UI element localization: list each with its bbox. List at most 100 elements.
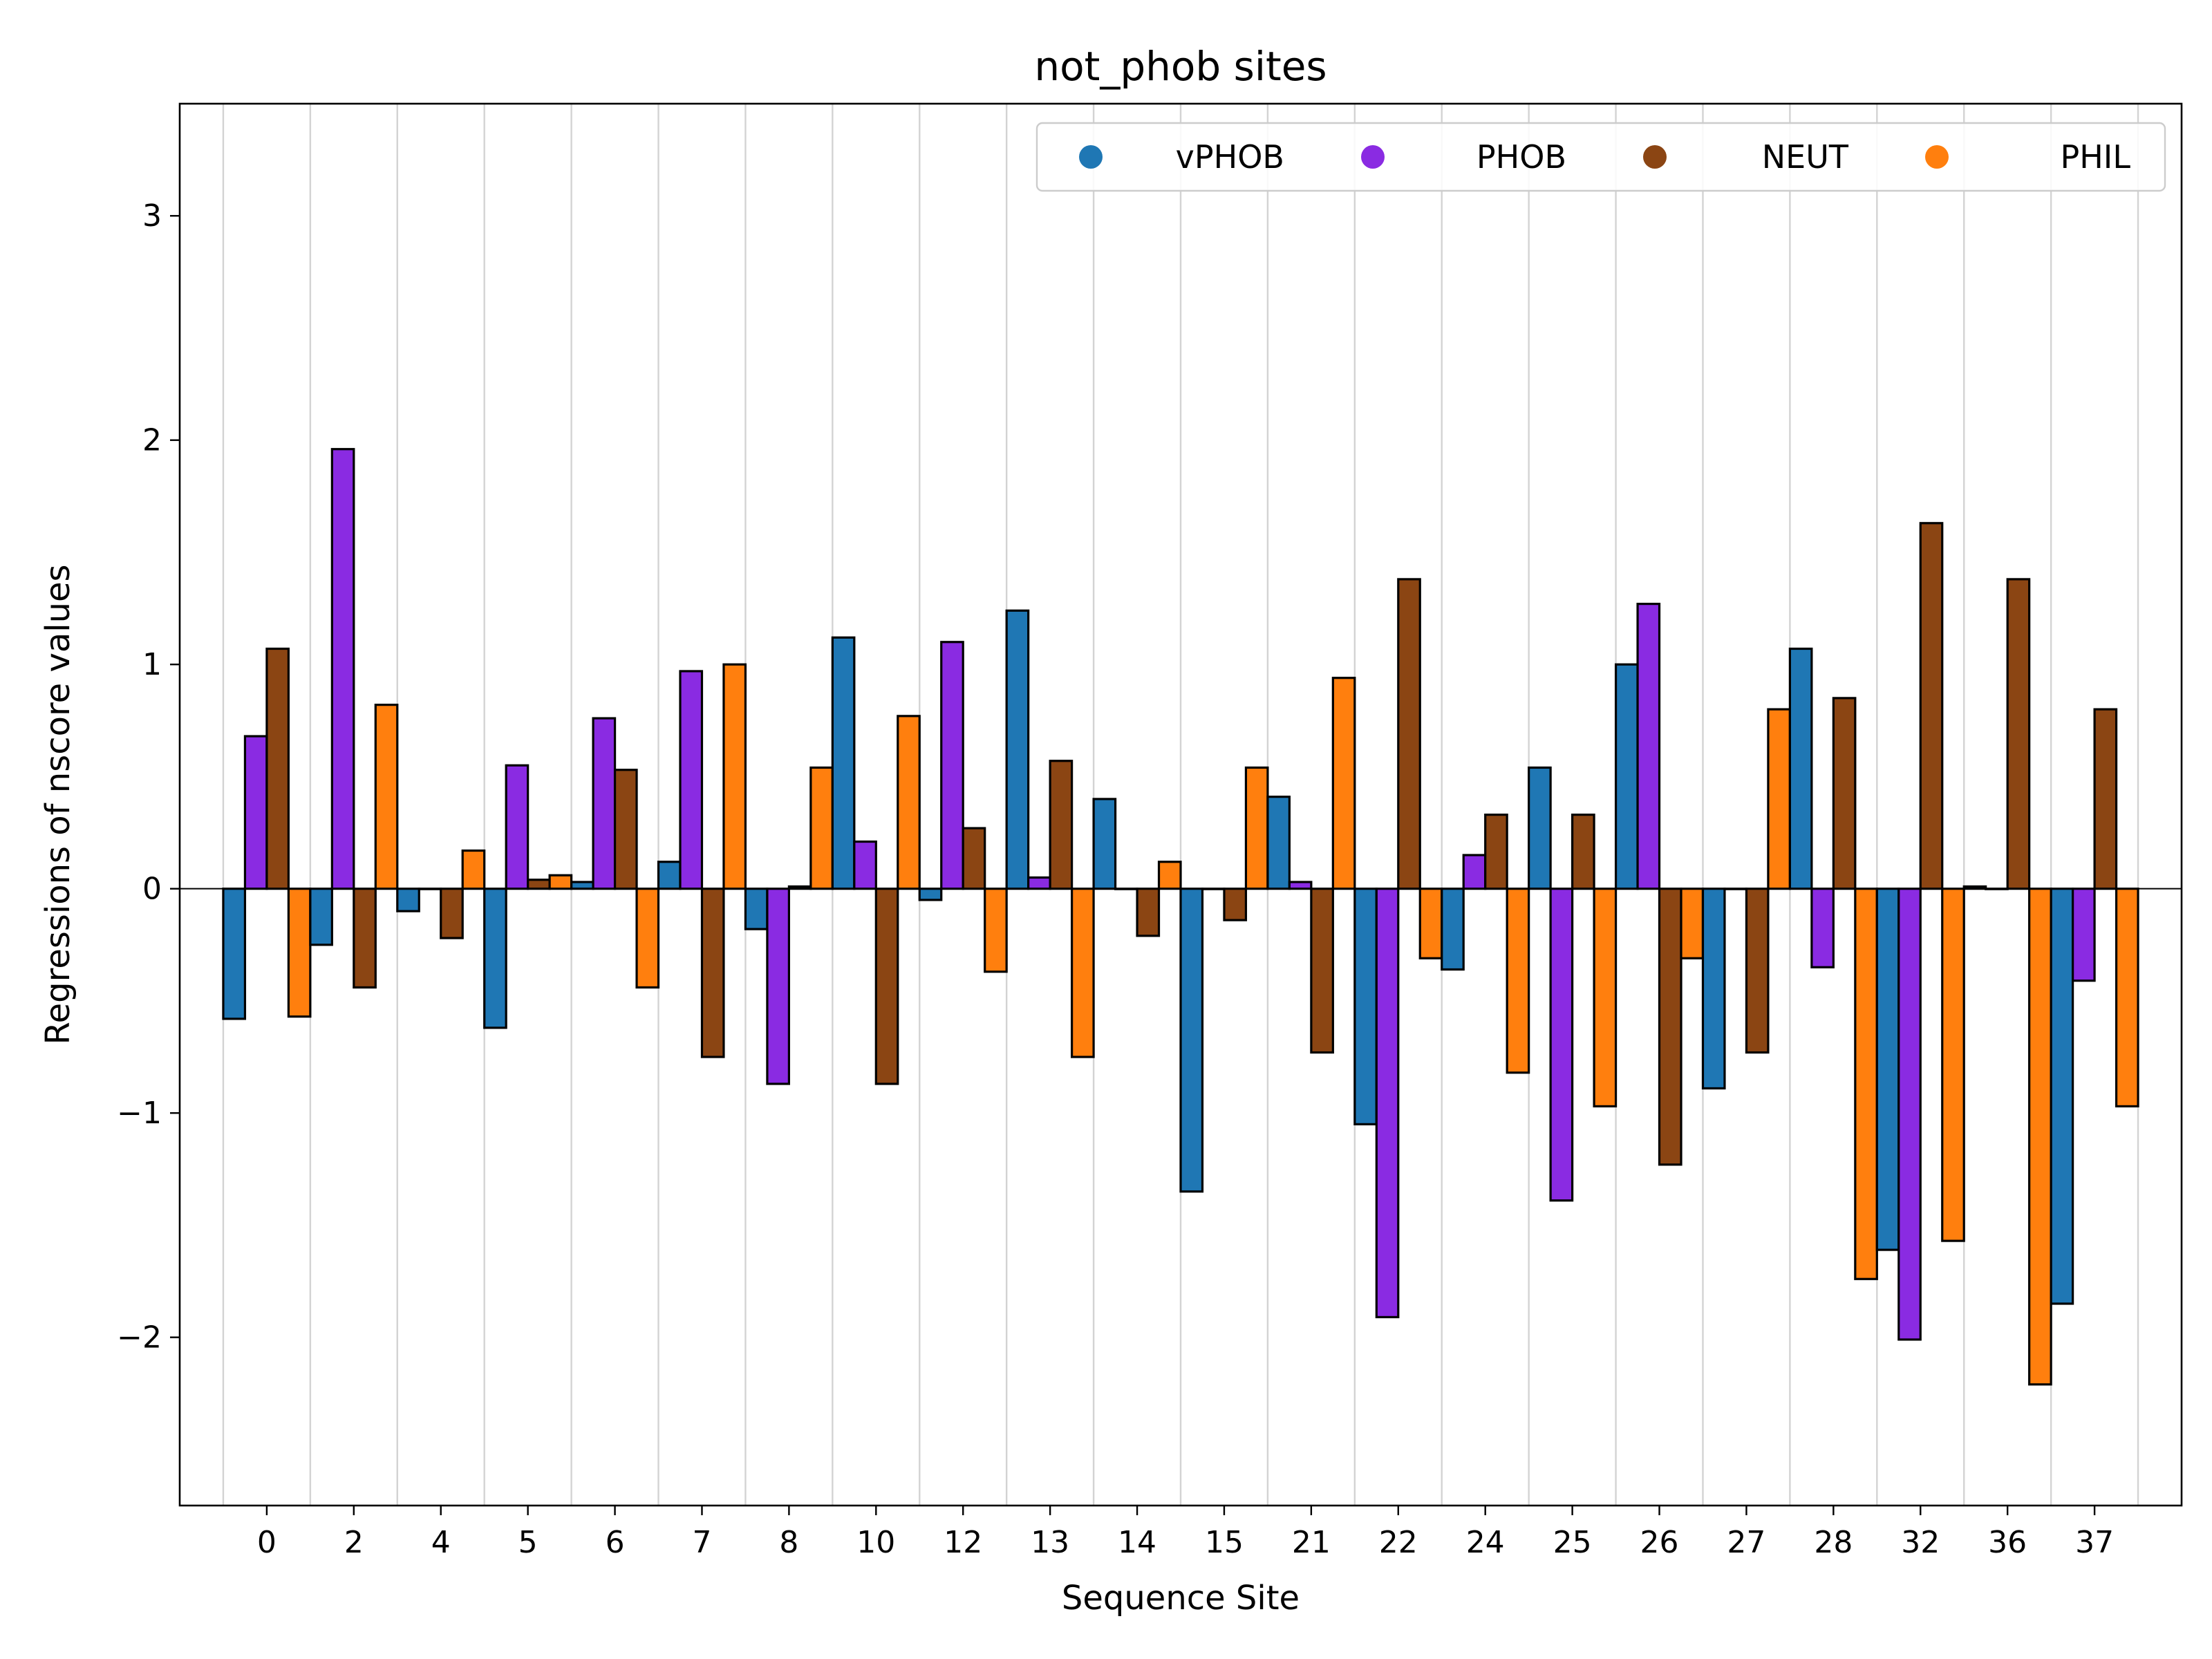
bar-phob-site-0 [243, 735, 268, 890]
bar-neut-site-4 [440, 888, 464, 939]
bar-phob-site-25 [1549, 888, 1574, 1202]
plot-frame [178, 102, 2183, 1507]
x-tick-label: 4 [431, 1525, 451, 1560]
x-tick-label: 14 [1118, 1525, 1156, 1560]
legend-label-vphob: vPHOB [1176, 138, 1284, 176]
x-tick-label: 2 [344, 1525, 364, 1560]
bar-phil-site-26 [1680, 888, 1705, 959]
bar-neut-site-24 [1484, 814, 1508, 890]
bar-vphob-site-4 [396, 888, 420, 912]
bar-phil-site-37 [2115, 888, 2139, 1108]
x-tick-label: 6 [606, 1525, 625, 1560]
bar-neut-site-7 [700, 888, 725, 1058]
bar-vphob-site-15 [1179, 888, 1204, 1193]
bars [222, 448, 2139, 1386]
bar-neut-site-10 [874, 888, 899, 1085]
x-tick-label: 32 [1901, 1525, 1940, 1560]
bar-vphob-site-24 [1441, 888, 1465, 971]
bar-neut-site-32 [1919, 522, 1944, 890]
bar-phob-site-24 [1462, 854, 1487, 890]
bar-phob-site-7 [679, 670, 704, 890]
legend: vPHOB PHOB NEUT PHIL [1035, 122, 2166, 192]
x-tick-label: 24 [1466, 1525, 1505, 1560]
bar-neut-site-13 [1049, 760, 1074, 890]
bar-phil-site-22 [1418, 888, 1443, 959]
bar-vphob-site-22 [1353, 888, 1378, 1125]
bar-neut-site-25 [1571, 814, 1595, 890]
chart-title: not_phob sites [1034, 43, 1327, 90]
bar-phob-site-22 [1375, 888, 1400, 1319]
bar-neut-site-22 [1397, 578, 1421, 890]
bar-phil-site-14 [1157, 861, 1182, 890]
bar-phil-site-12 [984, 888, 1008, 973]
bar-vphob-site-2 [309, 888, 333, 946]
x-axis-title: Sequence Site [1062, 1579, 1300, 1618]
x-tick-label: 25 [1553, 1525, 1592, 1560]
bar-neut-site-27 [1745, 888, 1770, 1054]
legend-label-phil: PHIL [2060, 138, 2130, 176]
bar-neut-site-26 [1658, 888, 1683, 1166]
y-tick-label: −1 [117, 1096, 162, 1131]
x-tick-label: 12 [944, 1525, 982, 1560]
y-tick-label: 3 [142, 198, 162, 234]
bar-neut-site-37 [2093, 708, 2118, 890]
bar-phil-site-32 [1941, 888, 1965, 1242]
bar-neut-site-5 [527, 879, 551, 890]
bar-phil-site-27 [1767, 708, 1791, 890]
bar-neut-site-28 [1832, 697, 1857, 890]
x-tick-label: 28 [1814, 1525, 1853, 1560]
x-tick-label: 15 [1205, 1525, 1244, 1560]
bar-vphob-site-13 [1005, 609, 1030, 890]
bar-phob-site-5 [505, 764, 529, 890]
bar-phil-site-21 [1331, 677, 1356, 890]
bar-phob-site-10 [853, 840, 877, 890]
x-tick-label: 10 [856, 1525, 895, 1560]
bar-phil-site-10 [897, 715, 921, 890]
x-tick-label: 26 [1640, 1525, 1679, 1560]
bar-neut-site-2 [353, 888, 377, 989]
bar-neut-site-0 [265, 647, 290, 890]
x-tick-label: 37 [2075, 1525, 2114, 1560]
bar-phob-site-2 [330, 448, 355, 890]
bar-vphob-site-5 [483, 888, 507, 1029]
y-tick-label: 0 [142, 872, 162, 907]
bar-phil-site-25 [1593, 888, 1618, 1108]
bar-neut-site-36 [2006, 578, 2031, 890]
y-tick-label: 1 [142, 647, 162, 682]
x-tick-label: 13 [1031, 1525, 1069, 1560]
bar-phil-site-28 [1854, 888, 1878, 1280]
bar-phil-site-13 [1071, 888, 1095, 1058]
bar-phil-site-15 [1244, 766, 1269, 890]
y-tick-label: −2 [117, 1320, 162, 1356]
bar-phob-site-13 [1027, 876, 1051, 890]
bar-neut-site-6 [613, 769, 638, 890]
bar-phil-site-24 [1506, 888, 1530, 1074]
bar-neut-site-21 [1310, 888, 1334, 1054]
bar-vphob-site-0 [222, 888, 247, 1020]
bar-phob-site-32 [1897, 888, 1922, 1341]
bar-vphob-site-8 [744, 888, 769, 930]
bar-vphob-site-10 [831, 636, 856, 890]
bar-vphob-site-32 [1875, 888, 1900, 1251]
y-axis-title: Regressions of nscore values [39, 564, 77, 1044]
bar-phob-site-37 [2072, 888, 2096, 982]
bar-phob-site-12 [940, 641, 964, 890]
bar-vphob-site-26 [1614, 663, 1639, 890]
bar-phob-site-8 [766, 888, 790, 1085]
legend-label-neut: NEUT [1762, 138, 1849, 176]
bar-vphob-site-6 [570, 881, 594, 890]
x-tick-label: 22 [1379, 1525, 1418, 1560]
bar-vphob-site-21 [1266, 796, 1291, 890]
x-tick-label: 0 [257, 1525, 276, 1560]
x-tick-label: 8 [779, 1525, 798, 1560]
bar-vphob-site-28 [1788, 647, 1813, 890]
legend-box [1035, 122, 2166, 192]
x-tick-label: 36 [1988, 1525, 2027, 1560]
legend-marker-phob [1361, 145, 1385, 169]
bar-vphob-site-14 [1092, 798, 1117, 890]
bar-neut-site-12 [962, 827, 986, 890]
x-tick-label: 27 [1727, 1525, 1765, 1560]
